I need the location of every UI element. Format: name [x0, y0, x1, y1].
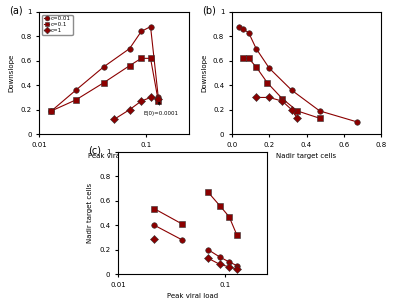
Text: (c): (c) [88, 146, 101, 156]
Text: (b): (b) [202, 6, 216, 16]
X-axis label: Peak viral load: Peak viral load [167, 293, 218, 298]
Y-axis label: Nadir target cells: Nadir target cells [88, 183, 94, 243]
X-axis label: Peak viral load: Peak viral load [88, 153, 140, 159]
Legend: c=0.01, c=0.1, c=1: c=0.01, c=0.1, c=1 [42, 15, 72, 35]
Text: (a): (a) [9, 6, 23, 16]
X-axis label: Nadir target cells: Nadir target cells [277, 153, 336, 159]
Y-axis label: Downslope: Downslope [202, 54, 208, 92]
Y-axis label: Downslope: Downslope [9, 54, 15, 92]
Text: E(0)=0.0001: E(0)=0.0001 [144, 102, 179, 116]
